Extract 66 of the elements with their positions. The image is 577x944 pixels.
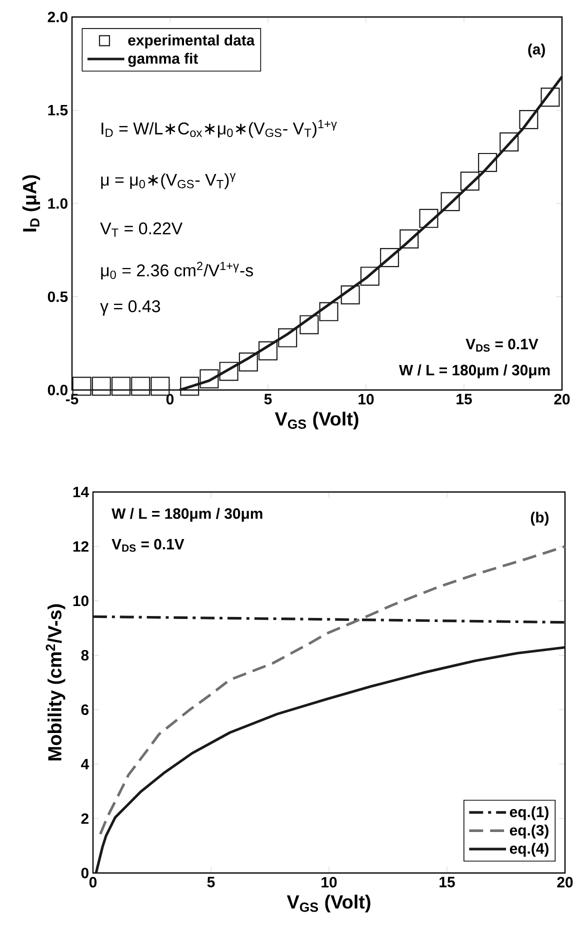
point <box>340 285 360 304</box>
legend-label: eq.(4) <box>510 842 549 857</box>
y-tick-label: 12 <box>74 541 89 552</box>
point <box>440 192 460 212</box>
point <box>131 376 150 396</box>
annotation: μ = μ$_{0}$∗(V$_{GS}$- V$_{T}$)$^{γ}$ <box>101 173 236 190</box>
y-tick-label: 6 <box>82 704 89 715</box>
point <box>180 376 200 396</box>
x-tick-label: 5 <box>264 394 272 404</box>
y-tick-label: 0.0 <box>48 384 68 396</box>
x-tick-label: 20 <box>557 876 573 888</box>
point <box>278 328 298 348</box>
point <box>419 208 438 228</box>
x-tick-label: 10 <box>322 876 337 888</box>
x-tick-label: 5 <box>207 876 215 888</box>
y-tick-label: 0 <box>82 868 89 878</box>
annotation: (a) <box>528 44 546 58</box>
x-axis-title: V$_{GS}$ (Volt) <box>287 894 370 912</box>
x-tick-label: 0 <box>166 394 174 404</box>
annotation: γ = 0.43 <box>100 300 160 316</box>
point <box>219 362 239 381</box>
legend-label: gamma fit <box>128 52 198 67</box>
point <box>460 172 480 191</box>
point <box>478 152 498 172</box>
y-tick-label: 10 <box>74 596 89 606</box>
annotation: V$_{DS}$ = 0.1V <box>112 538 184 552</box>
x-tick-label: 15 <box>456 394 472 404</box>
y-tick-label: 2.0 <box>48 12 68 22</box>
annotation: W / L = 180μm / 30μm <box>112 508 262 522</box>
point <box>258 341 278 360</box>
annotation: (b) <box>531 512 549 526</box>
point <box>360 266 380 286</box>
text: I$_{D}$ = W/L∗C$_{ox}$∗μ$_{0}$∗(V$_{GS}$- V$_{T}$)$^{1+γ}$ <box>102 120 338 138</box>
legend-label: eq.(3) <box>510 824 549 838</box>
legend-label: eq.(1) <box>510 806 549 820</box>
annotation: μ$_{0}$ = 2.36 cm$^{2}$/V$^{1+γ}$-s <box>101 262 254 280</box>
y-axis-title: I$_{D}$ (μA) <box>22 175 40 232</box>
point <box>112 376 131 396</box>
y-tick-label: 8 <box>81 650 89 661</box>
x-tick-label: 15 <box>440 876 456 888</box>
line-series <box>94 646 566 874</box>
annotation: V$_{DS}$ = 0.1V <box>466 338 538 352</box>
annotation: V$_{T}$ = 0.22V <box>100 222 183 237</box>
point <box>92 376 112 396</box>
y-tick-label: 0.5 <box>48 291 68 302</box>
x-tick-label: 20 <box>554 394 570 404</box>
point <box>319 302 338 322</box>
point <box>540 88 560 107</box>
y-tick-label: 2 <box>81 813 89 824</box>
point <box>519 110 538 130</box>
y-axis-title: Mobility (cm$^{2}$/V-s) <box>46 604 66 760</box>
x-tick-label: 0 <box>90 876 97 888</box>
y-tick-label: 1.5 <box>48 105 68 116</box>
point <box>400 229 419 248</box>
point <box>500 132 519 152</box>
legend-label: experimental data <box>128 34 255 48</box>
y-tick-label: 4 <box>81 758 90 770</box>
point <box>239 352 258 372</box>
point <box>200 369 219 388</box>
y-tick-label: 14 <box>74 486 90 498</box>
point <box>380 248 400 268</box>
x-tick-label: 10 <box>358 394 374 404</box>
annotation: W / L = 180μm / 30μm <box>399 364 550 378</box>
y-tick-label: 1.0 <box>48 198 68 209</box>
x-axis-title: V$_{GS}$ (Volt) <box>275 412 358 430</box>
point <box>300 315 319 334</box>
